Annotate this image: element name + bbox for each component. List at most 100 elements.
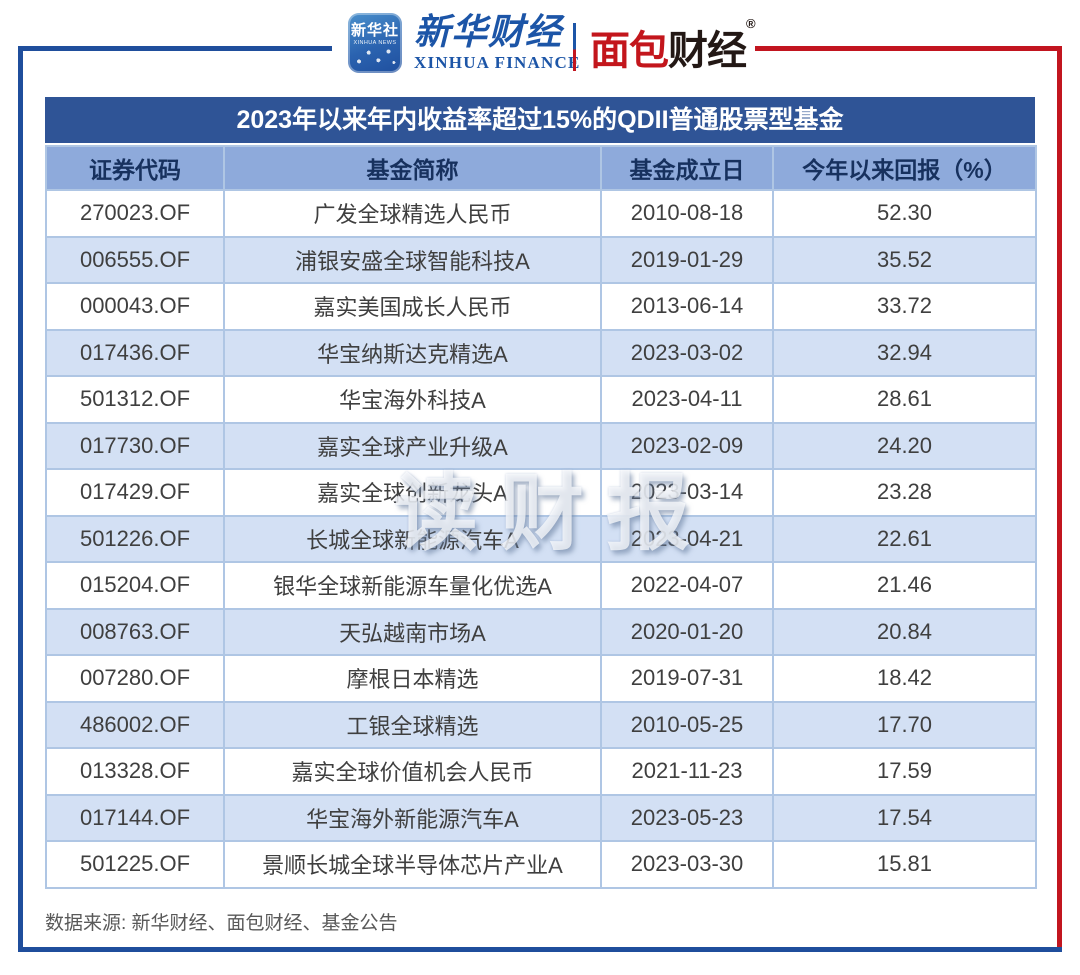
table-header-row: 证券代码 基金简称 基金成立日 今年以来回报（%）: [45, 145, 1037, 191]
table-cell: 33.72: [772, 282, 1037, 331]
table-cell: 21.46: [772, 561, 1037, 610]
table-row: 501226.OF 长城全球新能源汽车A 2023-04-21 22.61: [45, 514, 1037, 563]
table-cell: 工银全球精选: [223, 700, 602, 749]
table-row: 270023.OF 广发全球精选人民币 2010-08-18 52.30: [45, 189, 1037, 238]
mianbao-logo-red-part: 面包: [590, 29, 669, 73]
table-body: 270023.OF 广发全球精选人民币 2010-08-18 52.30 006555.…: [45, 189, 1037, 889]
logo-divider: [573, 23, 576, 71]
frame-border-left: [18, 46, 23, 952]
table-row: 501312.OF 华宝海外科技A 2023-04-11 28.61: [45, 375, 1037, 424]
table-cell: 2023-04-11: [600, 375, 774, 424]
table-cell: 007280.OF: [45, 654, 225, 703]
table-cell: 017144.OF: [45, 793, 225, 842]
frame-border-right: [1057, 46, 1062, 952]
table-cell: 2010-08-18: [600, 189, 774, 238]
table-cell: 20.84: [772, 607, 1037, 656]
table-cell: 2019-01-29: [600, 235, 774, 284]
mianbao-logo-black-part: 财经: [668, 29, 747, 73]
xinhua-news-app-icon: 新华社 XINHUA NEWS: [348, 13, 402, 73]
table-cell: 501226.OF: [45, 514, 225, 563]
table-cell: 2023-04-21: [600, 514, 774, 563]
table-cell: 017429.OF: [45, 468, 225, 517]
table-cell: 28.61: [772, 375, 1037, 424]
col-header-ytd-return: 今年以来回报（%）: [772, 145, 1037, 191]
table-cell: 华宝纳斯达克精选A: [223, 328, 602, 377]
table-cell: 华宝海外科技A: [223, 375, 602, 424]
network-constellation-icon: [354, 46, 396, 68]
table-cell: 广发全球精选人民币: [223, 189, 602, 238]
table-row: 017144.OF 华宝海外新能源汽车A 2023-05-23 17.54: [45, 793, 1037, 842]
table-cell: 2022-04-07: [600, 561, 774, 610]
table-cell: 2023-03-14: [600, 468, 774, 517]
col-header-fund-name: 基金简称: [223, 145, 602, 191]
table-cell: 天弘越南市场A: [223, 607, 602, 656]
table-cell: 486002.OF: [45, 700, 225, 749]
table-cell: 23.28: [772, 468, 1037, 517]
col-header-code: 证券代码: [45, 145, 225, 191]
table-row: 017730.OF 嘉实全球产业升级A 2023-02-09 24.20: [45, 421, 1037, 470]
table-cell: 2020-01-20: [600, 607, 774, 656]
xinhua-news-icon-sublabel: XINHUA NEWS: [353, 40, 397, 46]
fund-table: 证券代码 基金简称 基金成立日 今年以来回报（%） 270023.OF 广发全球精…: [45, 145, 1037, 889]
col-header-inception-date: 基金成立日: [600, 145, 774, 191]
table-cell: 2023-03-02: [600, 328, 774, 377]
table-cell: 013328.OF: [45, 747, 225, 796]
table-cell: 501312.OF: [45, 375, 225, 424]
table-cell: 华宝海外新能源汽车A: [223, 793, 602, 842]
data-source: 数据来源: 新华财经、面包财经、基金公告: [45, 913, 398, 934]
table-row: 501225.OF 景顺长城全球半导体芯片产业A 2023-03-30 15.81: [45, 840, 1037, 889]
xinhua-finance-logo: 新华财经 XINHUA FINANCE: [414, 12, 581, 73]
table-cell: 长城全球新能源汽车A: [223, 514, 602, 563]
table-cell: 501225.OF: [45, 840, 225, 889]
frame-border-bottom: [18, 947, 1062, 952]
table-cell: 浦银安盛全球智能科技A: [223, 235, 602, 284]
table-cell: 景顺长城全球半导体芯片产业A: [223, 840, 602, 889]
table-cell: 006555.OF: [45, 235, 225, 284]
table-row: 015204.OF 银华全球新能源车量化优选A 2022-04-07 21.46: [45, 561, 1037, 610]
table-row: 013328.OF 嘉实全球价值机会人民币 2021-11-23 17.59: [45, 747, 1037, 796]
table-cell: 嘉实全球价值机会人民币: [223, 747, 602, 796]
table-cell: 嘉实全球创新龙头A: [223, 468, 602, 517]
table-cell: 2013-06-14: [600, 282, 774, 331]
table-row: 008763.OF 天弘越南市场A 2020-01-20 20.84: [45, 607, 1037, 656]
table-cell: 嘉实全球产业升级A: [223, 421, 602, 470]
table-cell: 17.59: [772, 747, 1037, 796]
table-cell: 270023.OF: [45, 189, 225, 238]
table-cell: 17.54: [772, 793, 1037, 842]
registered-trademark-icon: ®: [746, 16, 756, 31]
table-row: 486002.OF 工银全球精选 2010-05-25 17.70: [45, 700, 1037, 749]
frame-line-top-right: [755, 46, 1062, 51]
table-cell: 银华全球新能源车量化优选A: [223, 561, 602, 610]
table-cell: 2023-02-09: [600, 421, 774, 470]
frame-line-top-left: [18, 46, 332, 51]
table-cell: 2010-05-25: [600, 700, 774, 749]
table-cell: 22.61: [772, 514, 1037, 563]
table-cell: 52.30: [772, 189, 1037, 238]
xinhua-news-icon-label: 新华社: [350, 22, 399, 39]
table-cell: 2023-03-30: [600, 840, 774, 889]
table-cell: 015204.OF: [45, 561, 225, 610]
table-row: 007280.OF 摩根日本精选 2019-07-31 18.42: [45, 654, 1037, 703]
table-cell: 嘉实美国成长人民币: [223, 282, 602, 331]
xinhua-finance-cn: 新华财经: [414, 11, 563, 52]
xinhua-finance-en: XINHUA FINANCE: [414, 53, 581, 72]
table-cell: 008763.OF: [45, 607, 225, 656]
table-cell: 18.42: [772, 654, 1037, 703]
table-cell: 35.52: [772, 235, 1037, 284]
table-cell: 15.81: [772, 840, 1037, 889]
table-cell: 2019-07-31: [600, 654, 774, 703]
table-cell: 000043.OF: [45, 282, 225, 331]
table-cell: 2023-05-23: [600, 793, 774, 842]
table-cell: 32.94: [772, 328, 1037, 377]
table-cell: 摩根日本精选: [223, 654, 602, 703]
table-cell: 24.20: [772, 421, 1037, 470]
table-row: 017436.OF 华宝纳斯达克精选A 2023-03-02 32.94: [45, 328, 1037, 377]
table-row: 000043.OF 嘉实美国成长人民币 2013-06-14 33.72: [45, 282, 1037, 331]
table-cell: 17.70: [772, 700, 1037, 749]
table-row: 006555.OF 浦银安盛全球智能科技A 2019-01-29 35.52: [45, 235, 1037, 284]
table-row: 017429.OF 嘉实全球创新龙头A 2023-03-14 23.28: [45, 468, 1037, 517]
mianbao-finance-logo: 面包财经®: [590, 16, 756, 76]
table-title: 2023年以来年内收益率超过15%的QDII普通股票型基金: [45, 97, 1035, 143]
table-cell: 2021-11-23: [600, 747, 774, 796]
